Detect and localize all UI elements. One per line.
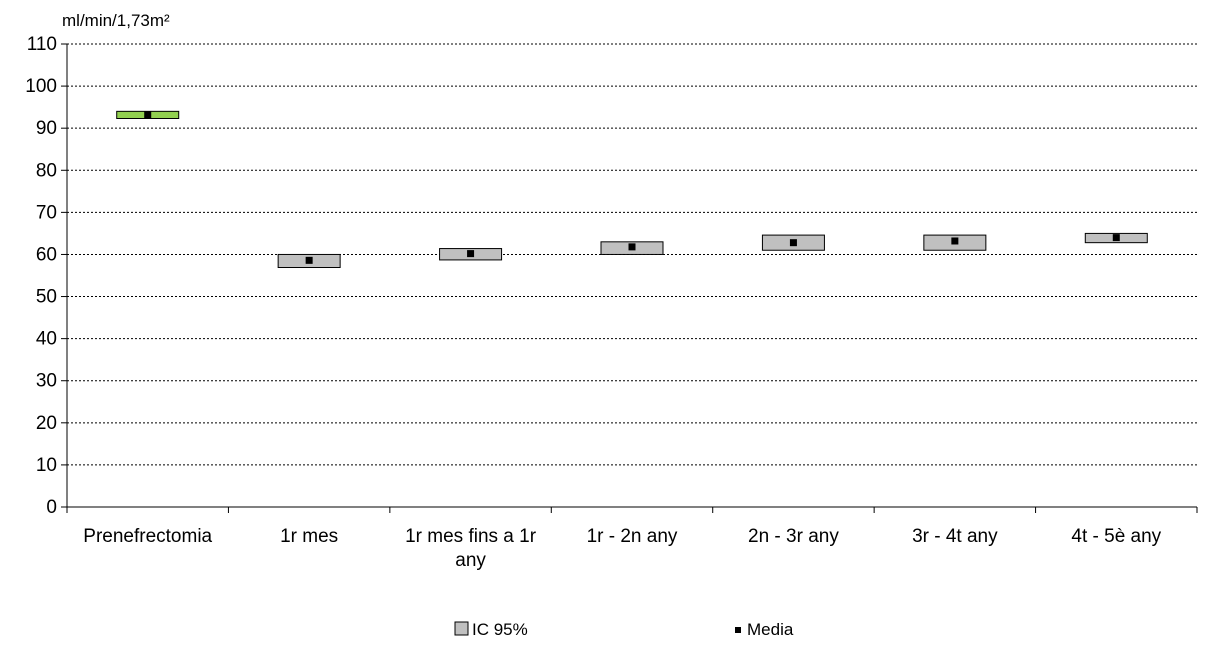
x-tick-label: 2n - 3r any (748, 526, 839, 547)
mean-point (1112, 234, 1120, 242)
legend-swatch-ic (454, 621, 469, 636)
y-tick-label: 100 (25, 76, 57, 97)
y-tick-label: 110 (27, 34, 57, 55)
y-tick-label: 90 (36, 118, 57, 139)
legend-label-media: Media (747, 620, 794, 639)
x-tick-label: 1r mes fins a 1r any (405, 526, 537, 571)
y-tick-label: 10 (36, 455, 57, 476)
y-tick-label: 0 (46, 497, 57, 518)
x-tick-labels: Prenefrectomia 1r mes 1r mes fins a 1r any 1… (83, 526, 1161, 571)
y-axis-unit-label: ml/min/1,73m² (62, 11, 170, 30)
y-tick-label: 60 (36, 244, 57, 265)
x-tick-label: 1r mes (280, 526, 338, 547)
y-tick-label: 70 (36, 202, 57, 223)
mean-point (628, 243, 636, 251)
y-tick-label: 40 (36, 329, 57, 350)
y-tick-label: 30 (36, 371, 57, 392)
mean-points (144, 111, 1120, 264)
mean-point (305, 256, 313, 264)
mean-point (951, 237, 959, 245)
legend-swatch-media (735, 627, 741, 633)
y-tick-labels: 0 10 20 30 40 50 60 70 80 90 100 110 (25, 34, 57, 518)
x-tick-label: 4t - 5è any (1071, 526, 1161, 547)
y-tick-label: 50 (36, 287, 57, 308)
axes (61, 43, 1198, 513)
x-tick-label: 3r - 4t any (912, 526, 998, 547)
y-tick-label: 80 (36, 160, 57, 181)
x-tick-label: 1r - 2n any (587, 526, 678, 547)
mean-point (789, 239, 797, 247)
mean-point (467, 250, 475, 258)
legend: IC 95% Media (454, 620, 794, 639)
mean-point (144, 111, 152, 119)
legend-label-ic: IC 95% (472, 620, 528, 639)
x-tick-label: Prenefrectomia (83, 526, 212, 547)
y-tick-label: 20 (36, 413, 57, 434)
